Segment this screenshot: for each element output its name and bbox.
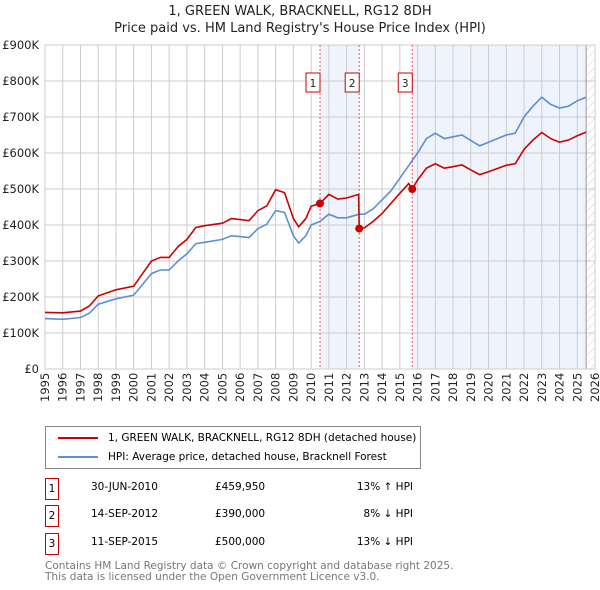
- x-tick-label: 2001: [144, 373, 158, 402]
- property-line: [44, 131, 587, 314]
- x-tick-label: 2016: [411, 373, 425, 402]
- sale-hpi: 13% ↓ HPI: [356, 536, 413, 548]
- hpi-line: [44, 96, 587, 321]
- x-tick-label: 2002: [162, 373, 176, 402]
- sale-price: £500,000: [215, 536, 266, 548]
- sale-marker-box: 3: [45, 533, 59, 555]
- x-tick-label: 2023: [535, 373, 549, 402]
- x-tick-label: 2000: [127, 373, 141, 402]
- y-tick-label: £300K: [2, 254, 39, 268]
- x-tick-label: 2017: [428, 373, 442, 402]
- y-tick-label: £400K: [2, 218, 39, 232]
- legend-swatch-red: [58, 437, 98, 439]
- x-tick-label: 2011: [322, 373, 336, 402]
- y-tick-label: £200K: [2, 290, 39, 304]
- x-tick-label: 2008: [269, 373, 283, 402]
- x-tick-label: 2025: [570, 373, 584, 402]
- shaded-period: [320, 45, 360, 369]
- x-tick-label: 2026: [588, 373, 600, 402]
- sale-point: [408, 185, 417, 193]
- x-tick-label: 2024: [553, 373, 567, 402]
- sale-marker-box: 1: [45, 478, 59, 500]
- sale-label-box: [397, 72, 413, 93]
- sale-price: £390,000: [215, 508, 266, 520]
- sale-date: 11-SEP-2015: [91, 536, 159, 548]
- x-tick-label: 2003: [180, 373, 194, 402]
- y-tick-label: £500K: [2, 182, 39, 196]
- legend-item-hpi: HPI: Average price, detached house, Brac…: [58, 451, 387, 463]
- footer-line: Contains HM Land Registry data © Crown c…: [45, 560, 454, 572]
- y-tick-label: £0: [24, 362, 39, 376]
- sale-label-box: [344, 72, 360, 93]
- x-tick-label: 2021: [499, 373, 513, 402]
- sale-label: 2: [349, 78, 356, 90]
- sale-hpi: 13% ↑ HPI: [356, 481, 413, 493]
- sale-label: 1: [310, 78, 317, 90]
- sale-marker-box: 2: [45, 505, 59, 527]
- x-tick-label: 1999: [109, 373, 123, 402]
- x-tick-label: 2015: [393, 373, 407, 402]
- y-tick-label: £100K: [2, 326, 39, 340]
- footer-line: This data is licensed under the Open Gov…: [45, 571, 380, 583]
- x-tick-label: 2005: [215, 373, 229, 402]
- legend-swatch-blue: [58, 456, 98, 458]
- sale-label-box: [305, 72, 321, 93]
- legend-item-property: 1, GREEN WALK, BRACKNELL, RG12 8DH (deta…: [58, 432, 416, 444]
- x-tick-label: 2007: [251, 373, 265, 402]
- chart-subtitle: Price paid vs. HM Land Registry's House …: [114, 21, 486, 36]
- sale-date: 14-SEP-2012: [91, 508, 159, 520]
- legend-label: HPI: Average price, detached house, Brac…: [108, 451, 387, 463]
- sale-point: [316, 199, 324, 208]
- x-tick-label: 2022: [517, 373, 531, 402]
- sale-hpi: 8% ↓ HPI: [363, 508, 413, 520]
- x-tick-label: 2004: [198, 373, 212, 402]
- x-tick-label: 2019: [464, 373, 478, 402]
- sale-price: £459,950: [215, 481, 266, 493]
- x-tick-label: 1997: [73, 373, 87, 402]
- legend: 1, GREEN WALK, BRACKNELL, RG12 8DH (deta…: [45, 426, 421, 469]
- x-tick-label: 2009: [286, 373, 300, 402]
- footer: Contains HM Land Registry data © Crown c…: [45, 561, 453, 583]
- x-tick-label: 2012: [340, 373, 354, 402]
- sale-label: 3: [402, 78, 409, 90]
- x-tick-label: 2013: [357, 373, 371, 402]
- sale-date: 30-JUN-2010: [91, 481, 158, 493]
- legend-label: 1, GREEN WALK, BRACKNELL, RG12 8DH (deta…: [108, 432, 417, 444]
- x-tick-label: 1998: [91, 373, 105, 402]
- y-tick-label: £600K: [2, 146, 39, 160]
- x-tick-label: 2020: [482, 373, 496, 402]
- shaded-period: [412, 45, 587, 369]
- sale-point: [355, 224, 364, 233]
- x-tick-label: 2010: [304, 373, 318, 402]
- forecast-hatch: [586, 45, 595, 369]
- y-tick-label: £800K: [2, 74, 39, 88]
- x-tick-label: 1995: [38, 373, 52, 402]
- x-tick-label: 2006: [233, 373, 247, 402]
- chart-title: 1, GREEN WALK, BRACKNELL, RG12 8DH: [168, 4, 432, 19]
- price-chart: £0 £100K £200K £300K £400K £500K £600K £700K £80…: [2, 38, 600, 402]
- x-tick-label: 1996: [56, 373, 70, 402]
- x-tick-label: 2014: [375, 373, 389, 402]
- y-tick-label: £900K: [2, 38, 39, 52]
- x-tick-label: 2018: [446, 373, 460, 402]
- y-tick-label: £700K: [2, 110, 39, 124]
